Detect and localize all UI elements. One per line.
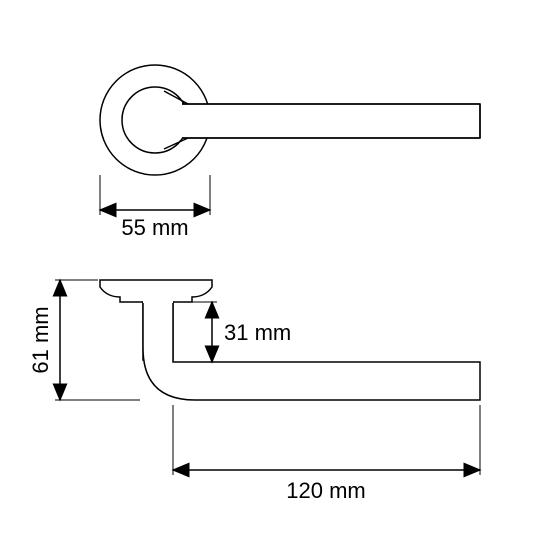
dim-handle-length: 120 mm: [173, 405, 480, 503]
top-view: [100, 65, 480, 175]
technical-drawing: 55 mm 61 mm 31 mm 120 mm: [0, 0, 551, 551]
dim-120-label: 120 mm: [286, 478, 365, 503]
handle-side: [143, 302, 480, 400]
dim-55-label: 55 mm: [121, 215, 188, 240]
dim-61-label: 61 mm: [28, 306, 53, 373]
handle-top: [182, 104, 480, 138]
rose-profile: [100, 280, 212, 302]
dim-31-label: 31 mm: [224, 320, 291, 345]
dim-neck-height: 31 mm: [175, 302, 291, 362]
dim-rose-diameter: 55 mm: [100, 175, 210, 240]
